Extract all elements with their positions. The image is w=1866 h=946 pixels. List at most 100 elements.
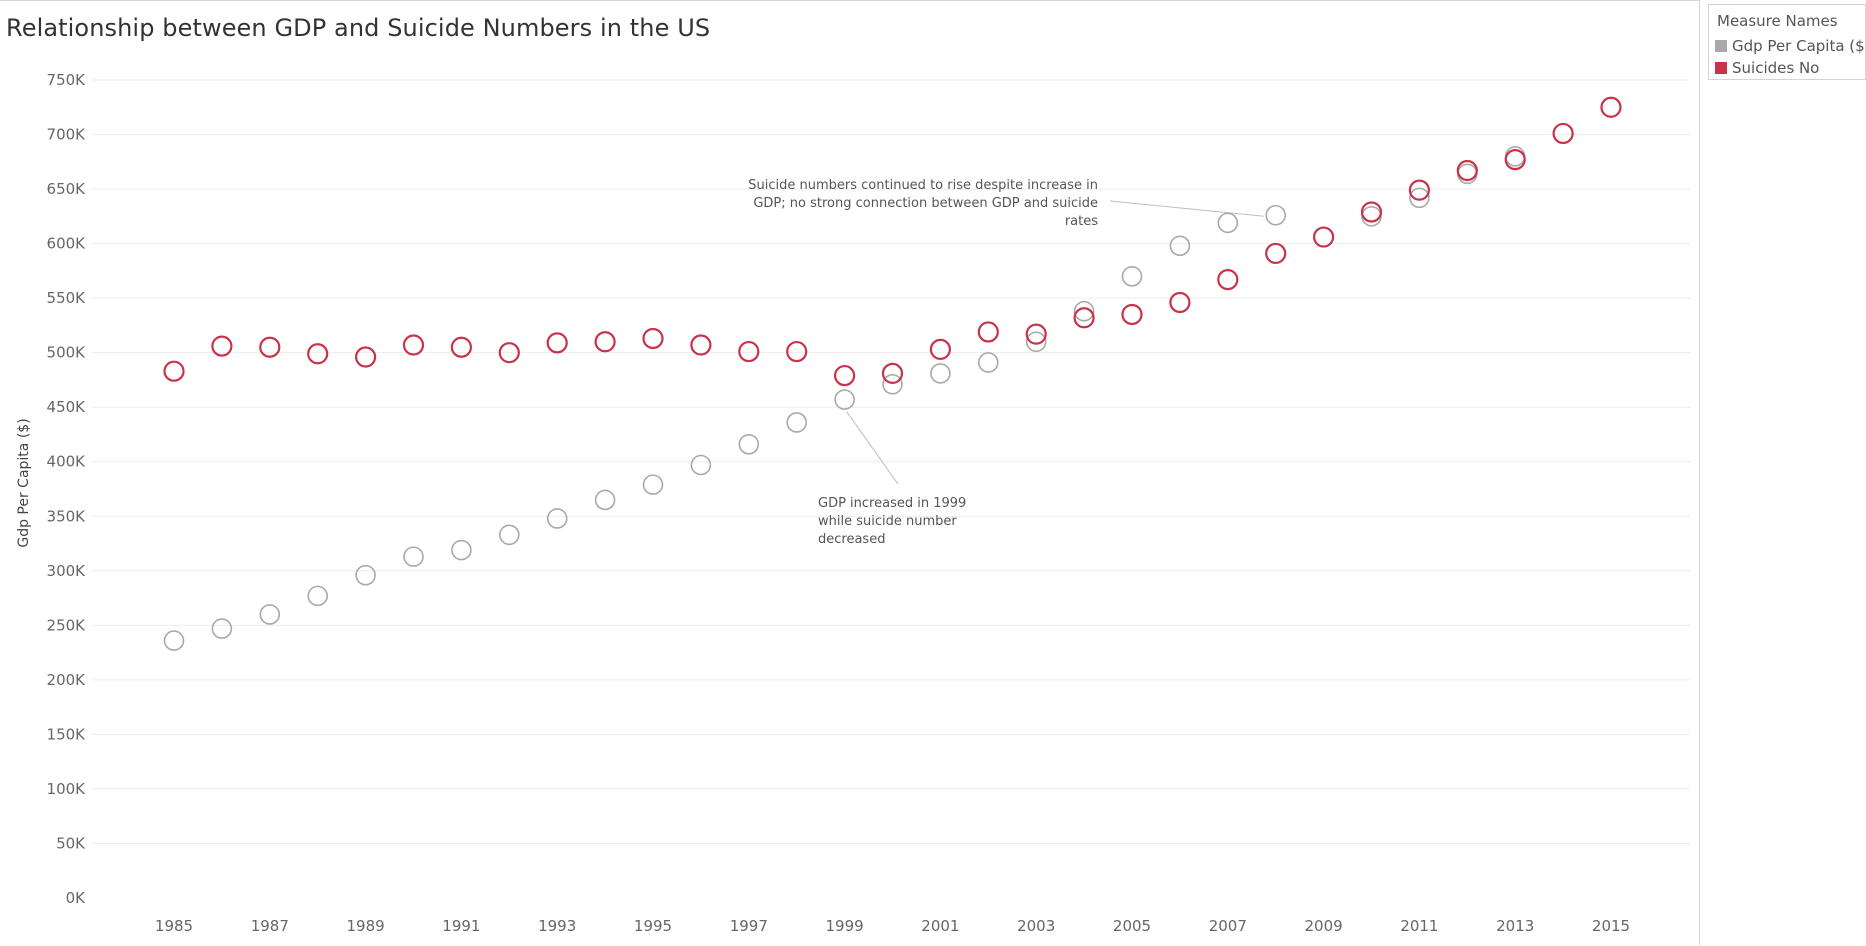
suicides-point[interactable] [1073,307,1095,329]
gdp-point[interactable] [498,524,520,546]
y-tick-label: 300K [47,562,87,580]
legend-title: Measure Names [1717,12,1838,30]
x-tick-label: 1989 [347,917,385,935]
suicides-point[interactable] [738,340,760,363]
suicides-point[interactable] [307,343,329,365]
y-tick-label: 100K [47,780,87,798]
suicides-point[interactable] [402,334,425,356]
legend: Measure Names Gdp Per Capita ($) Suicide… [1708,4,1866,80]
x-tick-label: 2005 [1113,917,1151,935]
gdp-point[interactable] [546,508,568,529]
y-tick-label: 450K [47,398,87,416]
legend-swatch-gdp [1715,40,1727,52]
gdp-point[interactable] [1361,206,1382,227]
legend-item-gdp[interactable]: Gdp Per Capita ($) [1715,37,1866,55]
suicides-point[interactable] [355,346,377,368]
suicides-point[interactable] [259,336,281,358]
legend-swatch-suicides [1715,62,1727,74]
x-tick-label: 1985 [155,917,193,935]
suicides-point[interactable] [546,332,568,354]
legend-label-gdp: Gdp Per Capita ($) [1732,37,1866,55]
suicides-point[interactable] [163,360,185,382]
x-tick-label: 2015 [1592,917,1630,935]
gdp-point[interactable] [259,604,281,625]
gdp-point[interactable] [355,564,376,586]
gdp-point[interactable] [211,618,233,639]
annotation-text-1: rates [1065,214,1098,229]
suicides-point[interactable] [786,340,808,363]
suicides-point[interactable] [690,334,712,356]
gdp-point[interactable] [451,539,472,561]
y-tick-label: 600K [47,235,87,253]
x-tick-label: 2003 [1017,917,1055,935]
y-tick-label: 750K [47,71,87,89]
annotation-text-1: GDP; no strong connection between GDP an… [753,196,1098,211]
gdp-point[interactable] [1169,235,1191,257]
y-tick-label: 700K [47,126,87,144]
suicides-point[interactable] [1121,303,1143,326]
annotation-text-2: while suicide number [818,514,957,529]
suicides-point[interactable] [1600,96,1622,118]
x-tick-label: 2011 [1400,917,1438,935]
annotation-text-2: decreased [818,532,885,547]
suicides-point[interactable] [1169,291,1191,314]
y-tick-label: 500K [47,344,87,362]
y-tick-label: 550K [47,289,87,307]
y-axis-title: Gdp Per Capita ($) [16,418,32,547]
x-tick-label: 1999 [826,917,864,935]
annotation-leader-line [1109,200,1264,217]
suicides-point[interactable] [1312,226,1335,248]
chart-frame [0,0,1700,945]
x-tick-label: 1995 [634,917,672,935]
suicides-point[interactable] [211,335,233,357]
suicides-point[interactable] [594,331,616,353]
x-tick-label: 2007 [1209,917,1247,935]
suicides-point[interactable] [881,362,904,384]
suicides-point[interactable] [450,336,472,358]
y-tick-label: 150K [47,725,87,743]
suicides-point[interactable] [1408,179,1431,201]
suicides-point[interactable] [1552,122,1574,145]
gdp-point[interactable] [1121,266,1143,287]
chart-title: Relationship between GDP and Suicide Num… [6,14,711,42]
y-tick-label: 200K [47,671,87,689]
suicides-point[interactable] [977,321,999,343]
suicides-point[interactable] [1360,201,1383,223]
gdp-point[interactable] [163,630,185,651]
y-tick-label: 400K [47,453,87,471]
gdp-point[interactable] [594,489,616,511]
legend-label-suicides: Suicides No [1732,59,1820,77]
gdp-point[interactable] [307,585,329,607]
gdp-point[interactable] [1073,300,1095,322]
gdp-point[interactable] [738,433,760,455]
y-tick-label: 250K [47,616,87,634]
gdp-point[interactable] [930,363,951,384]
gdp-point[interactable] [642,474,664,495]
x-tick-label: 1997 [730,917,768,935]
gdp-point[interactable] [834,389,855,410]
gdp-point[interactable] [690,454,712,476]
gdp-point[interactable] [1217,212,1239,234]
gdp-point[interactable] [786,412,808,433]
gdp-point[interactable] [882,373,903,395]
x-tick-label: 1991 [442,917,480,935]
x-tick-label: 2013 [1496,917,1534,935]
annotation-leader-line [846,411,899,485]
gdp-point[interactable] [403,546,424,567]
suicides-point[interactable] [1025,323,1047,345]
suicides-point[interactable] [1217,268,1239,291]
legend-item-suicides[interactable]: Suicides No [1715,59,1819,77]
gdp-point[interactable] [1409,187,1430,209]
gdp-point[interactable] [977,352,999,373]
suicides-point[interactable] [1504,149,1526,171]
gdp-point[interactable] [1025,331,1047,353]
suicides-point[interactable] [1265,242,1287,265]
suicides-point[interactable] [498,342,520,364]
suicides-point[interactable] [929,338,952,360]
suicides-point[interactable] [642,327,664,350]
x-tick-label: 1987 [251,917,289,935]
gdp-point[interactable] [1265,204,1286,226]
suicides-point[interactable] [833,364,856,387]
suicides-point[interactable] [1456,159,1478,182]
x-tick-label: 2001 [921,917,959,935]
